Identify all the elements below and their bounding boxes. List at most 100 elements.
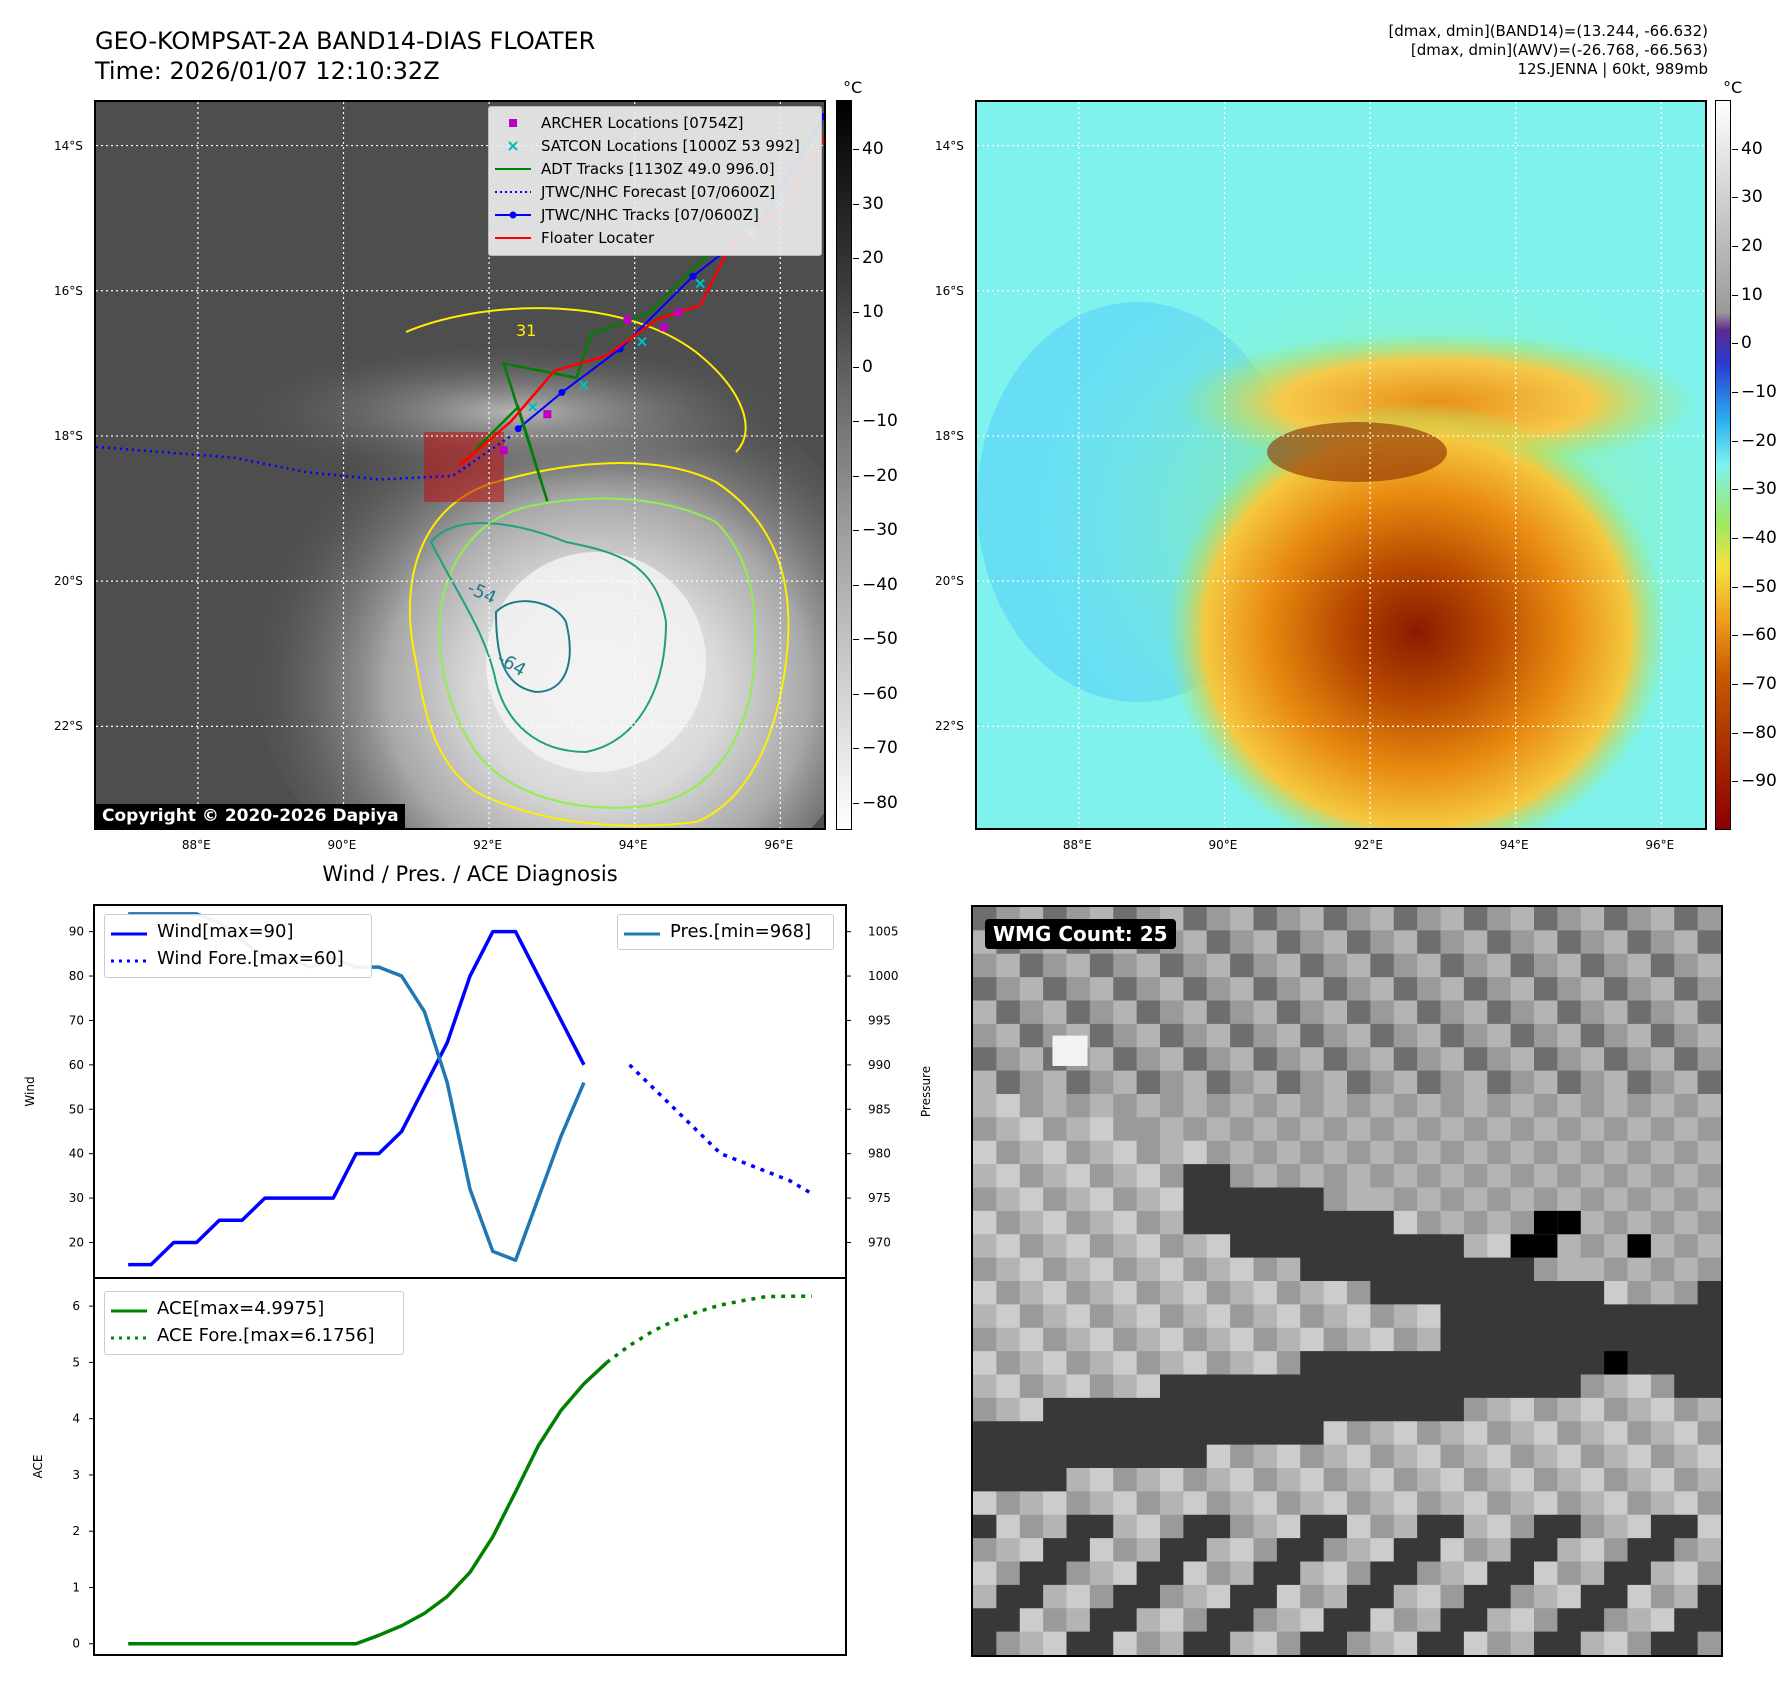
wmg-cell [1160, 1468, 1184, 1492]
wmg-cell [1136, 977, 1161, 1002]
wmg-cell [1463, 1281, 1488, 1305]
wmg-cell [1627, 1257, 1652, 1282]
wmg-cell [1697, 1304, 1721, 1329]
wmg-cell [1136, 1070, 1161, 1095]
wmg-cell [1253, 1327, 1278, 1352]
wmg-cell [1393, 953, 1418, 978]
wmg-cell [1534, 1281, 1558, 1305]
wmg-cell [1323, 1000, 1348, 1025]
wmg-cell [1160, 1000, 1184, 1025]
wmg-cell [1580, 1374, 1605, 1399]
wmg-cell [1113, 1631, 1138, 1655]
wmg-cell [1230, 1444, 1255, 1469]
wmg-cell [1370, 977, 1395, 1002]
wmg-cell [1043, 1304, 1068, 1329]
wmg-cell [1463, 1538, 1488, 1563]
wmg-cell [1674, 977, 1699, 1002]
wmg-cell [1183, 1304, 1208, 1329]
wmg-panel[interactable]: WMG Count: 25 [971, 905, 1723, 1657]
wmg-cell [1160, 1210, 1184, 1235]
wmg-cell [1417, 1374, 1442, 1399]
wmg-cell [1136, 1281, 1161, 1305]
wmg-cell [1066, 1327, 1091, 1352]
wmg-cell [1463, 1187, 1488, 1212]
wmg-cell [1300, 1023, 1325, 1048]
wmg-cell [1674, 1000, 1699, 1025]
wmg-cell [996, 1234, 1021, 1259]
adt-line-icon [495, 162, 531, 176]
wmg-cell [1557, 1023, 1582, 1048]
wmg-cell [1557, 1444, 1582, 1469]
wmg-cell [1604, 1327, 1629, 1352]
wmg-cell [1674, 1070, 1699, 1095]
wmg-cell [1323, 1281, 1348, 1305]
wmg-cold-cell [1534, 1234, 1558, 1258]
wmg-cell [1627, 953, 1652, 978]
wmg-cell [1580, 1561, 1605, 1586]
wmg-cell [1674, 1421, 1699, 1446]
diagnosis-chart[interactable]: 2030405060708090970975980985990995100010… [0, 895, 960, 1670]
wmg-cell [1066, 1257, 1091, 1282]
wmg-cell [1160, 1491, 1184, 1516]
wmg-cell [1160, 1140, 1184, 1165]
wmg-cell [1417, 1584, 1442, 1609]
wmg-cell [1066, 977, 1091, 1002]
wmg-cell [973, 1281, 997, 1305]
wmg-cell [1627, 1281, 1652, 1305]
wmg-cell [1043, 1164, 1068, 1189]
legend-item-wind: Wind[max=90] [111, 918, 365, 945]
wmg-cell [1557, 1351, 1582, 1376]
wmg-cell [1323, 1210, 1348, 1235]
wmg-cell [973, 1117, 997, 1142]
wmg-cell [1440, 1608, 1465, 1633]
ace-axis-label: ACE [31, 1455, 45, 1479]
wmg-cell [1674, 1561, 1699, 1586]
wmg-cell [1019, 1584, 1044, 1609]
legend-label: JTWC/NHC Forecast [07/0600Z] [541, 182, 776, 201]
wmg-cell [1440, 1304, 1465, 1329]
wmg-cell [1300, 1140, 1325, 1165]
wmg-cell [1440, 1257, 1465, 1282]
wmg-cell [1113, 1140, 1138, 1165]
wmg-cell [1160, 1257, 1184, 1282]
wmg-cell [1206, 930, 1231, 955]
wmg-cell [1113, 1094, 1138, 1118]
wmg-cell [1440, 907, 1465, 931]
wmg-cell [1206, 907, 1231, 931]
wmg-cell [996, 1514, 1021, 1539]
wmg-cell [1393, 1094, 1418, 1118]
wmg-cell [973, 1210, 997, 1235]
wmg-cell [1580, 1397, 1605, 1422]
wmg-cell [1674, 1234, 1699, 1259]
wmg-cell [1253, 1304, 1278, 1329]
archer-location-marker [543, 410, 552, 419]
ir-colorbar [836, 100, 852, 830]
wmg-cell [1650, 1117, 1675, 1142]
figure-title: GEO-KOMPSAT-2A BAND14-DIAS FLOATER [95, 27, 596, 55]
wmg-cell [1557, 1421, 1582, 1446]
colorbar-tick-label: −90 [1732, 771, 1777, 792]
legend-label: ADT Tracks [1130Z 49.0 996.0] [541, 159, 775, 178]
wmg-cell [1160, 1304, 1184, 1329]
wmg-cell [1557, 1491, 1582, 1516]
wmg-cell [1089, 1584, 1114, 1609]
wmg-cell [1534, 1327, 1558, 1352]
wmg-cell [973, 1047, 997, 1072]
wmg-cell [1417, 953, 1442, 978]
wind-ytick-label: 40 [69, 1147, 84, 1161]
wmg-cell [1393, 1608, 1418, 1633]
wmg-cell [1697, 1514, 1721, 1539]
wmg-cell [1347, 1047, 1371, 1072]
wmg-cell [1370, 953, 1395, 978]
ir-cold-core [486, 552, 706, 772]
wmg-cell [1534, 1561, 1558, 1586]
wmg-cell [1440, 1421, 1465, 1446]
ace-ytick-label: 4 [72, 1412, 80, 1426]
wmg-cell [1674, 1257, 1699, 1282]
wmg-cell [1066, 1000, 1091, 1025]
enhanced-map-panel[interactable] [975, 100, 1707, 830]
wmg-cell [1604, 953, 1629, 978]
ir-map-panel[interactable]: 31 -54 -64 Copyright © 2020-2026 Dapiya … [94, 100, 826, 830]
wmg-cell [1300, 1584, 1325, 1609]
wmg-cell [1534, 1187, 1558, 1212]
